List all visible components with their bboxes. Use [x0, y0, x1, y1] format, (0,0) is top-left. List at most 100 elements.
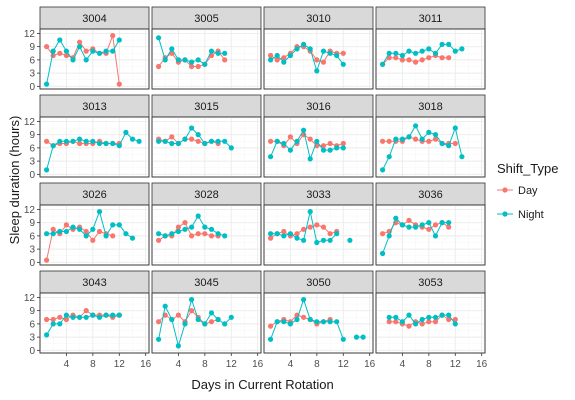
data-point: [195, 63, 201, 70]
data-point: [63, 312, 69, 318]
data-point: [268, 52, 274, 59]
series-night: [380, 41, 465, 67]
data-point: [103, 48, 109, 54]
data-point: [274, 319, 280, 325]
data-point: [208, 138, 215, 144]
x-tick-label: 12: [114, 359, 126, 370]
series-line: [270, 314, 331, 327]
data-point: [116, 222, 122, 228]
data-point: [406, 312, 412, 318]
data-point: [314, 222, 320, 228]
data-point: [452, 321, 458, 327]
data-point: [44, 81, 50, 87]
data-point: [103, 140, 109, 147]
legend-label: Night: [518, 209, 544, 221]
facet-strip-label: 3053: [418, 277, 442, 289]
data-point: [77, 314, 83, 320]
data-point: [268, 231, 274, 237]
data-point: [281, 319, 287, 325]
data-point: [202, 61, 208, 67]
legend: Shift_Type Day Night: [497, 161, 558, 221]
data-point: [406, 217, 412, 223]
data-point: [432, 233, 439, 239]
plot-border: [263, 292, 374, 354]
data-point: [189, 233, 195, 239]
data-point: [268, 57, 274, 63]
data-point: [406, 48, 412, 54]
facet-strip-label: 3016: [306, 101, 330, 113]
data-point: [452, 125, 458, 131]
y-tick-label: 12: [24, 293, 36, 304]
data-point: [446, 41, 452, 48]
data-point: [294, 138, 300, 144]
data-point: [116, 143, 122, 149]
data-point: [452, 316, 458, 323]
facet-strip-label: 3026: [82, 189, 106, 201]
data-point: [459, 154, 465, 160]
y-tick-label: 0: [29, 82, 35, 93]
data-point: [228, 145, 234, 151]
data-point: [83, 48, 89, 54]
data-point: [386, 319, 392, 325]
data-point: [162, 57, 168, 63]
data-point: [307, 224, 313, 230]
data-point: [63, 52, 69, 59]
data-point: [162, 138, 168, 144]
series-line: [158, 309, 219, 325]
data-point: [301, 127, 307, 133]
series-night: [44, 209, 136, 241]
data-point: [307, 316, 313, 323]
series-night: [268, 297, 366, 342]
data-point: [320, 48, 327, 54]
facet-strip-label: 3043: [82, 277, 106, 289]
facet-strip-label: 3028: [194, 189, 218, 201]
data-point: [44, 332, 50, 338]
data-point: [103, 233, 109, 239]
facet-panel: 3013 0 3 6 9 12: [24, 94, 150, 181]
y-tick-label: 12: [24, 205, 36, 216]
x-tick-label: 4: [288, 359, 294, 370]
data-point: [156, 319, 162, 325]
y-tick-label: 6: [29, 319, 35, 330]
data-point: [274, 57, 280, 63]
data-point: [446, 55, 452, 61]
facet-panel: 3033: [263, 182, 374, 266]
facet-panel: 3011: [375, 6, 486, 90]
data-point: [156, 336, 162, 342]
data-point: [169, 140, 175, 147]
data-point: [274, 231, 280, 237]
data-point: [301, 226, 307, 232]
facet-strip-label: 3018: [418, 101, 442, 113]
data-point: [175, 140, 181, 147]
data-point: [50, 321, 56, 327]
data-point: [77, 226, 83, 232]
y-tick-label: 9: [29, 42, 35, 53]
data-point: [129, 235, 136, 241]
facet-strip-label: 3011: [419, 13, 443, 25]
facet-panel: 3004 0 3 6 9 12: [24, 6, 150, 93]
series-night: [44, 37, 122, 87]
data-point: [413, 59, 419, 65]
data-point: [90, 237, 96, 243]
data-point: [399, 222, 405, 228]
data-point: [399, 52, 405, 59]
data-point: [96, 314, 103, 320]
facet-strip-label: 3036: [418, 189, 442, 201]
data-point: [268, 235, 274, 241]
y-tick-label: 0: [29, 258, 35, 269]
facet-strip-label: 3033: [306, 189, 330, 201]
data-point: [195, 132, 201, 138]
data-point: [50, 226, 56, 232]
data-point: [320, 319, 327, 325]
gridlines: [40, 29, 149, 89]
data-point: [215, 316, 221, 323]
facet-panel: 3016: [263, 94, 374, 178]
data-point: [162, 233, 168, 239]
facet-panel: 3028: [151, 182, 262, 266]
gridlines: [376, 117, 485, 177]
series-night: [156, 213, 228, 239]
data-point: [175, 312, 181, 318]
data-point: [281, 228, 287, 235]
